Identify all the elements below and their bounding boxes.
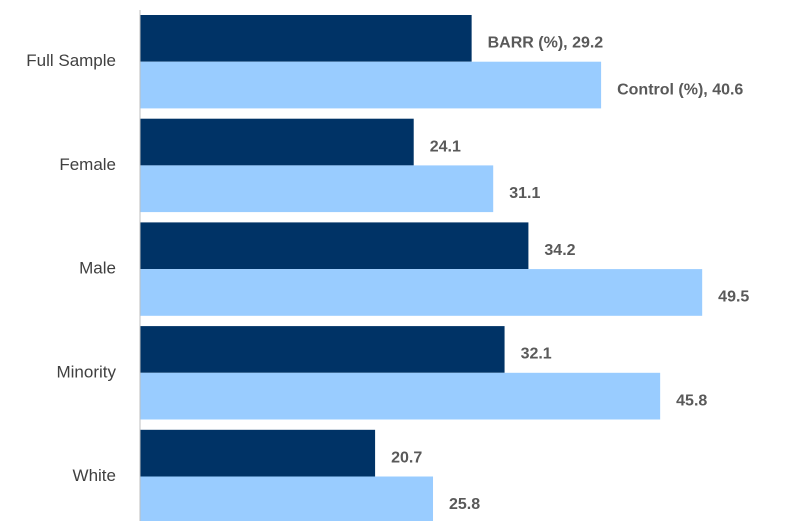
data-label: 49.5 [718,289,749,306]
bar [140,118,414,166]
data-label: 32.1 [521,346,552,363]
y-tick-label: Male [79,259,116,278]
data-label: Control (%), 40.6 [617,81,743,98]
y-tick-label: White [73,466,116,485]
data-label: 34.2 [544,242,575,259]
bar [140,165,494,213]
bar [140,269,703,316]
series: BARR (%), 29.2 24.1 34.2 32.1 20.7 [140,15,603,477]
bar [140,429,376,477]
bar [140,372,661,420]
y-tick-label: Minority [56,362,116,381]
data-label: 45.8 [676,392,707,409]
data-label: 24.1 [430,138,461,155]
data-label: BARR (%), 29.2 [488,35,604,52]
y-tick-label: Female [59,155,116,174]
data-label: 20.7 [391,449,422,466]
y-tick-label: Full Sample [26,51,116,70]
bar [140,15,472,62]
bar [140,222,529,270]
bar [140,61,602,109]
series: Control (%), 40.6 31.1 49.5 45.8 25.8 [140,61,749,521]
bar [140,476,434,521]
data-label: 25.8 [449,496,480,513]
bar [140,326,505,373]
data-label: 31.1 [509,185,540,202]
